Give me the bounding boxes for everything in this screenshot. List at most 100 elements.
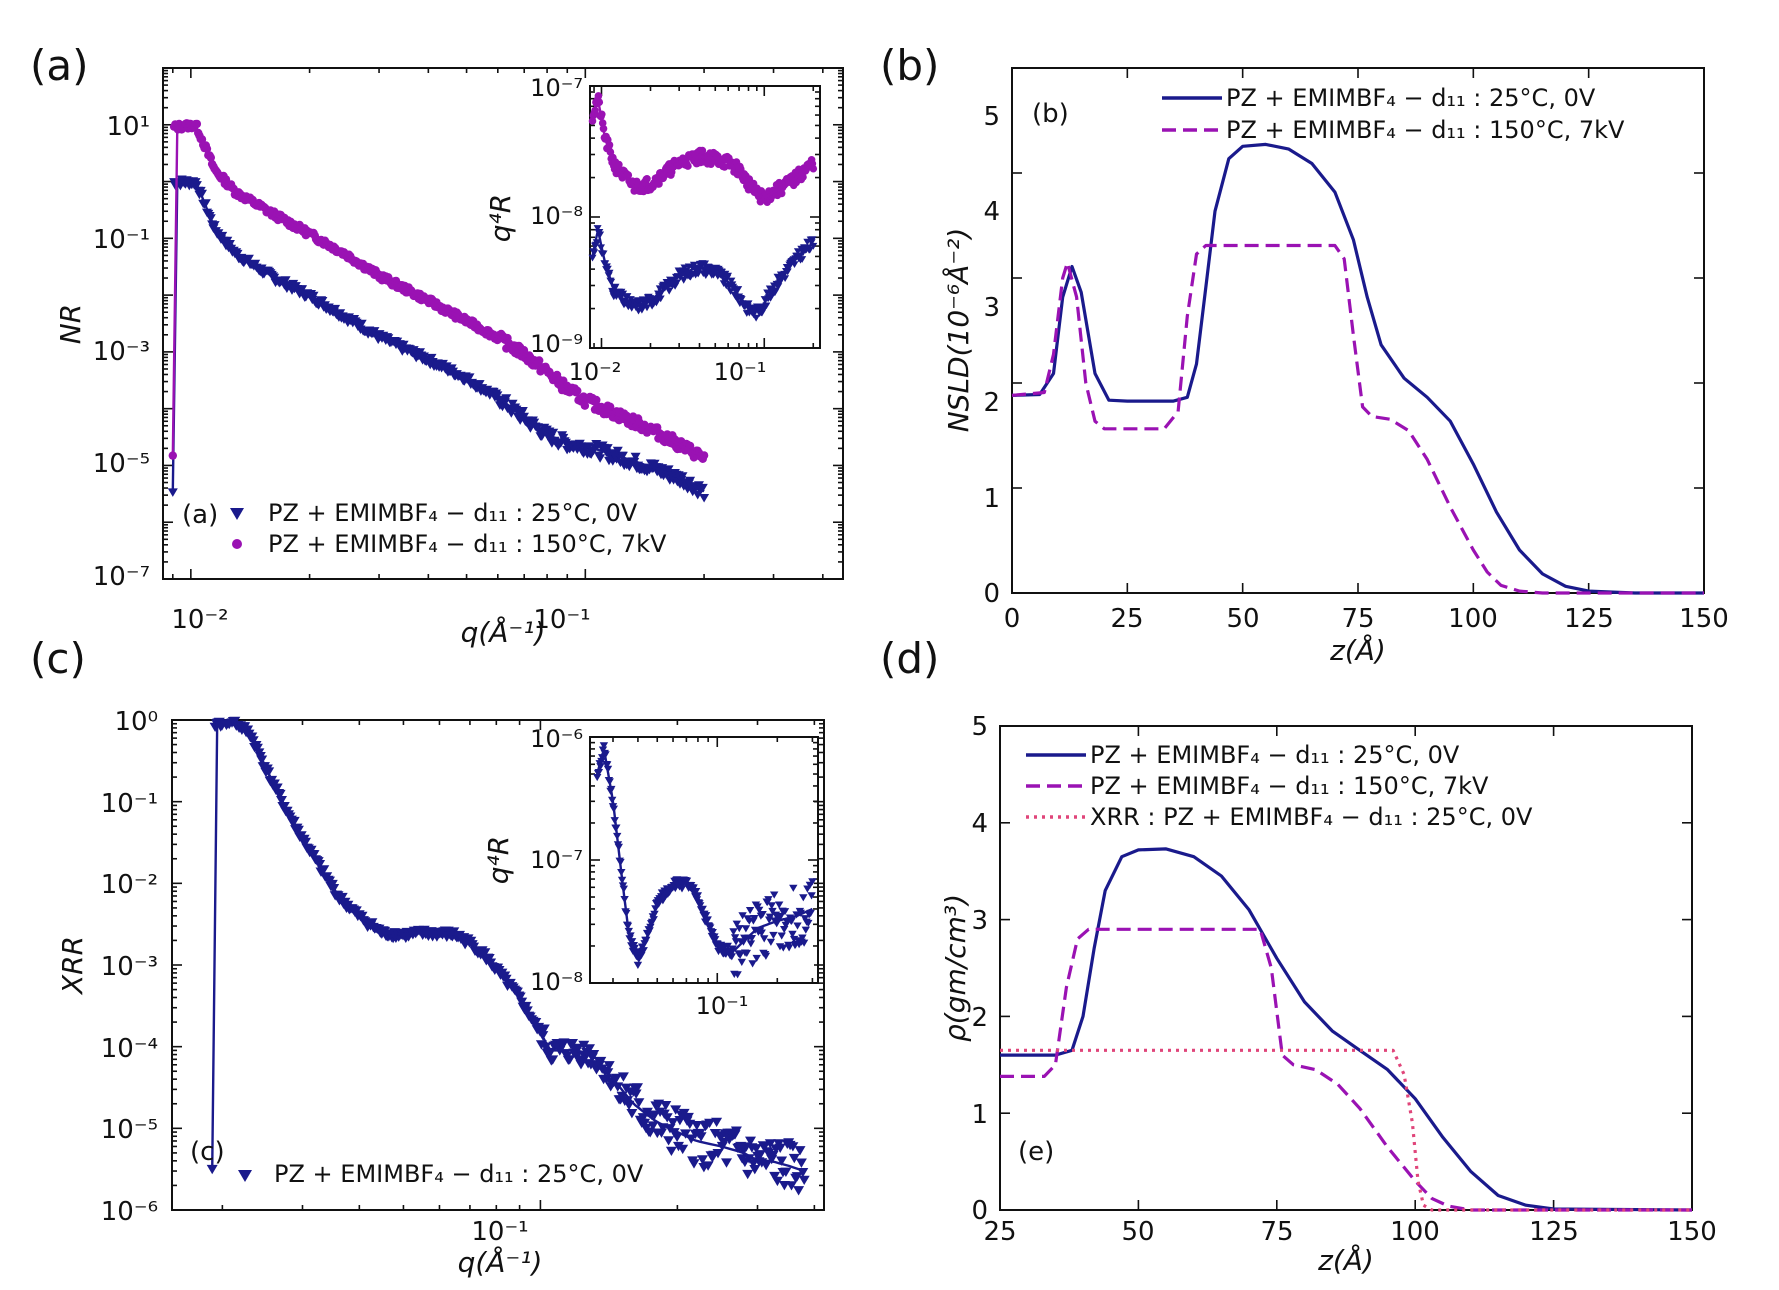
series-line-25c <box>1000 847 1693 1212</box>
data-point <box>765 913 775 921</box>
panel-a-inset-frame <box>589 85 821 349</box>
data-point <box>694 270 703 278</box>
fit-line <box>591 230 814 313</box>
panel-c-ytick-1: 10⁰ <box>114 707 158 737</box>
data-point <box>746 940 756 948</box>
data-point <box>727 953 736 961</box>
data-point <box>778 1181 790 1191</box>
panel-a-inset-xtick-1: 10⁻² <box>569 358 622 386</box>
data-point <box>789 884 798 892</box>
data-point <box>776 1156 788 1166</box>
data-point <box>356 319 367 329</box>
panel-d-xtick-3: 75 <box>1260 1217 1293 1247</box>
data-point <box>656 1128 667 1138</box>
data-point <box>780 1167 792 1177</box>
data-point <box>750 1144 762 1154</box>
panel-a-data <box>167 119 710 503</box>
data-point <box>643 175 651 183</box>
panel-d-data <box>1000 847 1693 1212</box>
data-point <box>697 483 708 493</box>
data-point <box>712 1149 724 1159</box>
panel-a-ylabel: NR <box>54 304 87 344</box>
data-point <box>243 254 254 264</box>
data-point <box>595 454 606 463</box>
data-point <box>777 932 786 940</box>
data-point <box>593 225 602 232</box>
panel-a-inset-ylabel: q⁴R <box>484 194 517 242</box>
panel-c-ytick-2: 10⁻¹ <box>101 789 158 819</box>
panel-a-chart: 10⁻² 10⁻¹ 10¹ 10⁻¹ 10⁻³ 10⁻⁵ 10⁻⁷ q(Å⁻¹)… <box>54 67 844 649</box>
data-point <box>749 1165 761 1175</box>
data-point <box>579 1052 591 1063</box>
fit-line <box>171 123 705 459</box>
panel-b-data <box>1011 142 1704 595</box>
data-point <box>760 1161 772 1171</box>
data-point <box>677 885 687 893</box>
panel-a-ytick-1: 10¹ <box>106 112 150 142</box>
fit-line <box>596 750 813 961</box>
data-point <box>799 939 809 947</box>
panel-a-legend-marker-2 <box>232 539 242 549</box>
panel-c-data <box>206 716 810 1196</box>
panel-a-inset-ytick-2: 10⁻⁸ <box>530 202 583 230</box>
data-point <box>633 961 643 969</box>
panel-c-ytick-3: 10⁻² <box>101 870 158 900</box>
data-point <box>670 1105 682 1115</box>
data-point <box>795 1158 807 1168</box>
data-point <box>297 285 308 294</box>
data-point <box>787 917 796 925</box>
data-point <box>798 256 807 263</box>
panel-b-chart: 0 25 50 75 100 125 150 0 1 2 3 4 5 z(Å) … <box>941 67 1729 667</box>
data-point <box>617 1072 629 1082</box>
data-point <box>702 1161 714 1171</box>
data-point <box>643 304 651 312</box>
data-point <box>612 1082 624 1092</box>
data-point <box>761 952 771 960</box>
data-point <box>501 394 512 403</box>
panel-d-legend-text-3: XRR : PZ + EMIMBF₄ − d₁₁ : 25°C, 0V <box>1090 803 1533 831</box>
data-point <box>612 446 623 456</box>
data-point <box>732 920 741 928</box>
data-point <box>729 928 738 936</box>
data-point <box>630 1089 642 1099</box>
data-point <box>754 1150 766 1160</box>
data-point <box>685 476 696 486</box>
panel-b-ytick-4: 3 <box>983 293 1000 323</box>
data-point <box>724 272 732 280</box>
data-point <box>633 1098 645 1108</box>
panel-c-inset-xtick-1: 10⁻¹ <box>696 992 749 1020</box>
panel-b-ytick-5: 4 <box>983 197 1000 227</box>
data-point <box>691 1121 703 1131</box>
data-point <box>704 1118 716 1129</box>
data-point <box>689 884 698 892</box>
data-point <box>578 1040 590 1051</box>
panel-c-inset-ticks <box>590 736 818 984</box>
data-point <box>770 891 779 899</box>
data-point <box>774 1143 786 1153</box>
data-point <box>758 911 767 919</box>
panel-d-frame <box>999 725 1693 1211</box>
panel-c-annotation: (c) <box>190 1137 225 1167</box>
data-point <box>580 401 590 410</box>
panel-d-xtick-4: 100 <box>1390 1217 1440 1247</box>
panel-b-xtick-7: 150 <box>1679 604 1729 634</box>
data-point <box>745 1136 756 1146</box>
panel-c-ytick-5: 10⁻⁴ <box>101 1034 158 1064</box>
data-point <box>748 960 757 968</box>
panel-b-ticks <box>1011 67 1705 594</box>
data-point <box>280 276 291 285</box>
panel-c-legend-text-1: PZ + EMIMBF₄ − d₁₁ : 25°C, 0V <box>274 1160 644 1188</box>
panel-c-legend-marker-1 <box>238 1170 252 1182</box>
panel-a-ytick-4: 10⁻⁵ <box>93 449 150 479</box>
panel-b-ytick-2: 1 <box>983 484 1000 514</box>
data-point <box>688 1159 700 1169</box>
data-point <box>517 407 528 416</box>
data-point <box>798 1175 810 1186</box>
data-point <box>809 164 818 173</box>
data-point <box>781 275 790 282</box>
data-point <box>632 1083 643 1093</box>
panel-d-ytick-6: 5 <box>971 712 988 742</box>
data-point <box>167 488 178 497</box>
data-point <box>733 971 742 979</box>
